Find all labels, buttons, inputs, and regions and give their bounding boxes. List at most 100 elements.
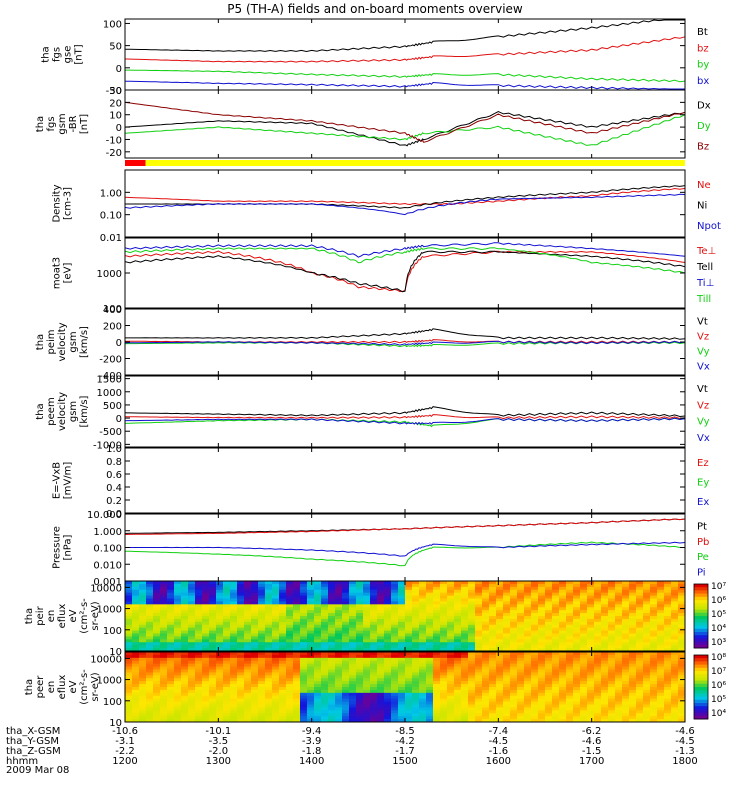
panel-9-heat-cell: [293, 639, 301, 643]
panel-10-heat-cell: [475, 704, 483, 708]
panel-10-heat-cell: [342, 663, 350, 668]
panel-10-heat-cell: [559, 713, 567, 717]
colorbar-tick-label: 10⁵: [711, 610, 726, 620]
panel-9-heat-cell: [251, 648, 259, 652]
panel-9-heat-cell: [321, 648, 329, 652]
panel-9-heat-cell: [524, 633, 532, 637]
panel-10-colorbar-cell: [694, 674, 708, 678]
panel-9-heat-cell: [139, 613, 147, 617]
panel-9-heat-cell: [321, 616, 329, 620]
panel-10-heat-cell: [335, 657, 343, 662]
panel-9-heat-cell: [454, 627, 462, 632]
panel-10-heat-cell: [538, 657, 546, 662]
panel-10-heat-cell: [601, 716, 609, 720]
panel-9-heat-cell: [482, 581, 490, 585]
panel-10-heat-cell: [216, 713, 224, 717]
panel-9-heat-cell: [349, 589, 357, 594]
panel-9-heat-cell: [349, 642, 357, 646]
panel-10-heat-cell: [251, 716, 259, 720]
panel-9-heat-cell: [650, 601, 658, 605]
panel-10-heat-cell: [657, 672, 665, 676]
panel-9-heat-cell: [552, 589, 560, 594]
panel-10-heat-cell: [293, 660, 301, 665]
panel-9-heat-cell: [496, 630, 504, 634]
panel-10-heat-cell: [426, 684, 434, 688]
panel-9-heat-cell: [412, 630, 420, 634]
panel-10-heat-cell: [342, 710, 350, 714]
panel-9-heat-cell: [363, 621, 371, 626]
panel-9-heat-cell: [489, 601, 497, 605]
panel-9-heat-cell: [545, 648, 553, 652]
panel-10-heat-cell: [251, 701, 259, 705]
panel-9-heat-cell: [566, 636, 574, 640]
panel-10-heat-cell: [377, 652, 385, 656]
panel-9-colorbar-cell: [694, 587, 708, 591]
panel-10-heat-cell: [279, 707, 287, 711]
panel-9-heat-cell: [496, 586, 504, 591]
panel-9-heat-cell: [622, 633, 630, 637]
panel-9-heat-cell: [195, 616, 203, 620]
panel-9-heat-cell: [300, 583, 308, 588]
panel-9-heat-cell: [384, 583, 392, 588]
panel-10-heat-cell: [482, 678, 490, 682]
panel-9-heat-cell: [244, 636, 252, 640]
panel-10-heat-cell: [426, 701, 434, 705]
panel-9-heat-cell: [489, 630, 497, 634]
panel-9-heat-cell: [181, 586, 189, 591]
panel-9-heat-cell: [181, 639, 189, 643]
panel-9-heat-cell: [412, 645, 420, 649]
panel-10-heat-cell: [475, 654, 483, 659]
panel-10-heat-cell: [440, 660, 448, 665]
panel-9-heat-cell: [510, 607, 518, 611]
panel-10-heat-cell: [370, 719, 378, 723]
panel-10-heat-cell: [314, 669, 322, 673]
panel-10-heat-cell: [538, 666, 546, 670]
panel-9-heat-cell: [188, 607, 196, 611]
panel-9-heat-cell: [657, 645, 665, 649]
panel-9-heat-cell: [594, 633, 602, 637]
panel-9-heat-cell: [468, 642, 476, 646]
panel-9-heat-cell: [160, 607, 168, 611]
panel-10-heat-cell: [377, 707, 385, 711]
panel-10-colorbar-cell: [694, 655, 708, 659]
panel-9-heat-cell: [538, 639, 546, 643]
panel-10-heat-cell: [601, 657, 609, 662]
panel-9-heat-cell: [405, 648, 413, 652]
panel-9-heat-cell: [328, 630, 336, 634]
panel-9-heat-cell: [328, 586, 336, 591]
panel-10-heat-cell: [272, 684, 280, 688]
panel-10-heat-cell: [188, 689, 196, 694]
panel-9-heat-cell: [391, 581, 399, 585]
panel-9-heat-cell: [223, 610, 231, 614]
panel-9-heat-cell: [587, 618, 595, 623]
panel-10-heat-cell: [258, 716, 266, 720]
panel-10-heat-cell: [398, 698, 406, 703]
panel-9-heat-cell: [370, 630, 378, 634]
panel-10-heat-cell: [356, 713, 364, 717]
panel-10-heat-cell: [678, 687, 686, 691]
series-by-line: [125, 69, 686, 83]
panel-9-heat-cell: [412, 627, 420, 632]
panel-9-heat-cell: [573, 627, 581, 632]
panel-10-heat-cell: [370, 657, 378, 662]
panel-10-heat-cell: [671, 698, 679, 703]
panel-10-heat-cell: [335, 695, 343, 700]
panel-10-heat-cell: [293, 657, 301, 662]
panel-10-heat-cell: [440, 692, 448, 697]
panel-10-heat-cell: [482, 692, 490, 697]
panel-10-heat-cell: [671, 692, 679, 697]
panel-9-heat-cell: [195, 636, 203, 640]
panel-10-heat-cell: [307, 654, 315, 659]
panel-10-heat-cell: [377, 666, 385, 670]
panel-10-heat-cell: [181, 695, 189, 700]
panel-10-heat-cell: [419, 657, 427, 662]
panel-10-heat-cell: [153, 716, 161, 720]
panel-9-heat-cell: [587, 639, 595, 643]
panel-10-heat-cell: [643, 719, 651, 723]
panel-9-heat-cell: [335, 607, 343, 611]
panel-10-heat-cell: [209, 710, 217, 714]
panel-9-heat-cell: [195, 621, 203, 626]
panel-10-heat-cell: [671, 716, 679, 720]
panel-9-heat-cell: [384, 633, 392, 637]
panel-9-heat-cell: [447, 586, 455, 591]
